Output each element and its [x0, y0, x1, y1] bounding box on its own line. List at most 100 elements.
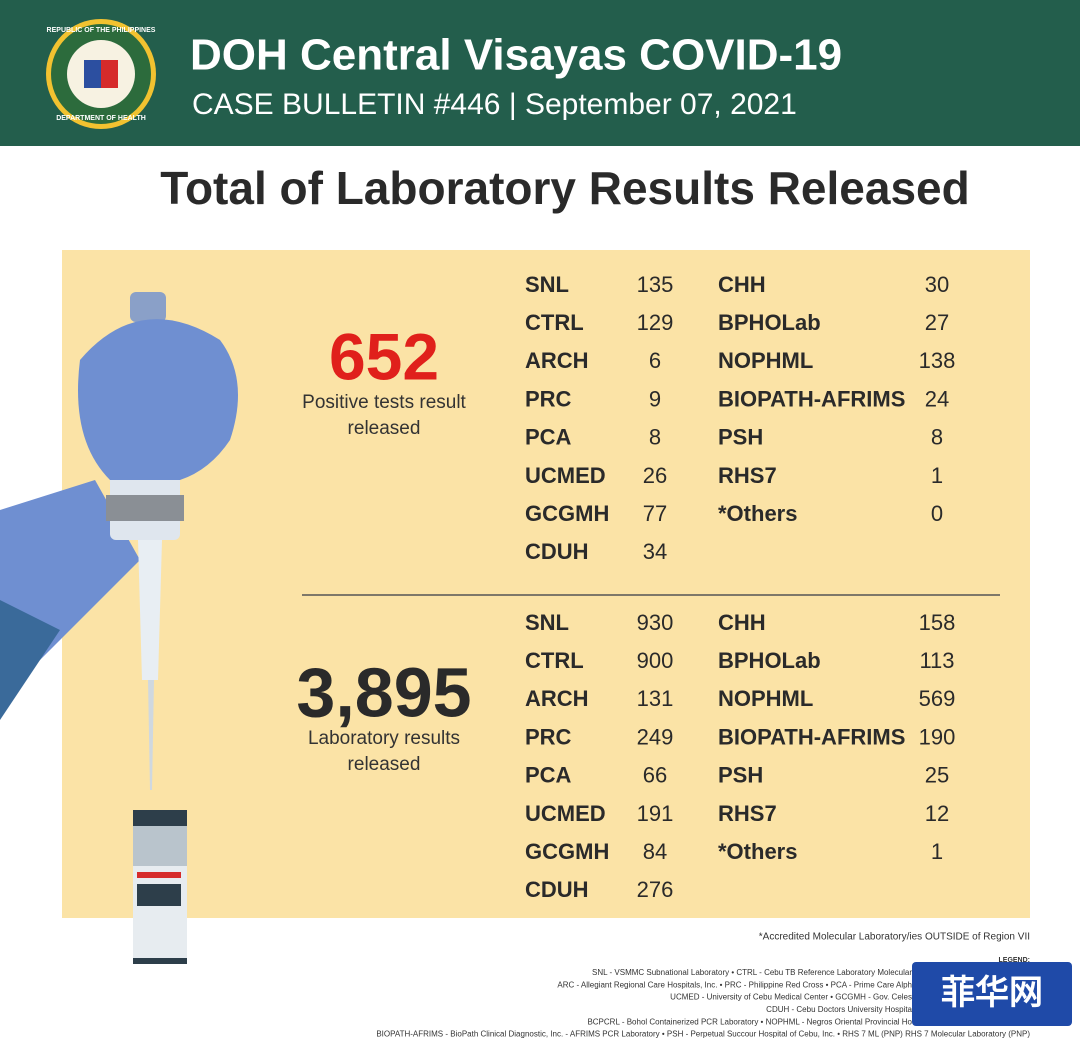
total-caption: Positive tests result — [302, 392, 466, 413]
lab-count: 26 — [643, 463, 667, 488]
lab-name: SNL — [525, 272, 569, 297]
lab-count: 138 — [919, 348, 956, 373]
lab-name: CHH — [718, 272, 766, 297]
pipette-band — [106, 495, 184, 521]
watermark-box — [912, 962, 1072, 1026]
lab-count: 249 — [637, 724, 674, 749]
lab-name: BPHOLab — [718, 648, 821, 673]
lab-count: 25 — [925, 763, 949, 788]
header-subtitle: CASE BULLETIN #446 | September 07, 2021 — [192, 88, 797, 121]
lab-name: GCGMH — [525, 839, 609, 864]
lab-count: 84 — [643, 839, 667, 864]
lab-name: CDUH — [525, 539, 589, 564]
seal-shield-left — [84, 60, 101, 88]
total: 3,895 — [296, 653, 471, 731]
lab-count: 24 — [925, 386, 949, 411]
lab-name: ARCH — [525, 348, 589, 373]
total-caption: released — [348, 754, 421, 775]
header-bar — [0, 0, 1080, 146]
lab-name: RHS7 — [718, 463, 777, 488]
legend-line: SNL - VSMMC Subnational Laboratory • CTR… — [592, 968, 912, 977]
watermark: 菲华网 — [941, 974, 1043, 1012]
vial-neck — [133, 826, 187, 866]
legend-line: CDUH - Cebu Doctors University Hospita — [766, 1005, 912, 1014]
lab-name: UCMED — [525, 801, 606, 826]
vial-cap — [133, 810, 187, 826]
vial-label-lines — [137, 884, 181, 906]
lab-count: 9 — [649, 386, 661, 411]
legend-line: ARC - Allegiant Regional Care Hospitals,… — [557, 980, 912, 989]
pipette-top — [130, 292, 166, 322]
lab-name: CTRL — [525, 310, 584, 335]
lab-name: *Others — [718, 501, 797, 526]
main-title: Total of Laboratory Results Released — [160, 162, 969, 214]
lab-name: RHS7 — [718, 801, 777, 826]
legend: SNL - VSMMC Subnational Laboratory • CTR… — [376, 968, 1030, 1039]
lab-count: 8 — [649, 425, 661, 450]
lab-name: BIOPATH-AFRIMS — [718, 386, 905, 411]
vial-body — [133, 866, 187, 964]
legend-line: BCPCRL - Bohol Containerized PCR Laborat… — [587, 1017, 912, 1026]
footnote: *Accredited Molecular Laboratory/ies OUT… — [759, 932, 1030, 943]
lab-name: GCGMH — [525, 501, 609, 526]
lab-count: 12 — [925, 801, 949, 826]
lab-name: NOPHML — [718, 686, 813, 711]
glove-hand — [78, 319, 238, 480]
lab-name: NOPHML — [718, 348, 813, 373]
lab-name: UCMED — [525, 463, 606, 488]
vial-label-stripe — [137, 872, 181, 878]
lab-count: 129 — [637, 310, 674, 335]
legend-line: BIOPATH-AFRIMS - BioPath Clinical Diagno… — [376, 1030, 1030, 1039]
legend-title: LEGEND: — [999, 957, 1031, 964]
lab-count: 1 — [931, 839, 943, 864]
illustration — [0, 292, 238, 964]
lab-count: 34 — [643, 539, 667, 564]
seal-bottom-text: DEPARTMENT OF HEALTH — [56, 115, 146, 122]
lab-count: 191 — [637, 801, 674, 826]
lab-name: PSH — [718, 425, 763, 450]
lab-count: 27 — [925, 310, 949, 335]
lab-count: 6 — [649, 348, 661, 373]
lab-name: PCA — [525, 763, 572, 788]
lab-name: ARCH — [525, 686, 589, 711]
total-caption: Laboratory results — [308, 728, 460, 749]
total-caption: released — [348, 418, 421, 439]
seal-top-text: REPUBLIC OF THE PHILIPPINES — [47, 27, 156, 34]
total: 652 — [329, 319, 439, 393]
lab-count: 0 — [931, 501, 943, 526]
lab-name: PSH — [718, 763, 763, 788]
pipette-tip — [148, 680, 154, 790]
vial-base — [133, 958, 187, 964]
lab-name: CDUH — [525, 877, 589, 902]
lab-name: SNL — [525, 610, 569, 635]
lab-count: 77 — [643, 501, 667, 526]
lab-name: *Others — [718, 839, 797, 864]
lab-count: 66 — [643, 763, 667, 788]
lab-count: 135 — [637, 272, 674, 297]
lab-count: 930 — [637, 610, 674, 635]
lab-count: 8 — [931, 425, 943, 450]
lab-name: CTRL — [525, 648, 584, 673]
lab-name: PCA — [525, 425, 572, 450]
pipette-shaft — [138, 540, 162, 680]
lab-count: 1 — [931, 463, 943, 488]
lab-name: CHH — [718, 610, 766, 635]
lab-name: BIOPATH-AFRIMS — [718, 724, 905, 749]
sleeve — [0, 600, 60, 720]
lab-name: BPHOLab — [718, 310, 821, 335]
lab-count: 900 — [637, 648, 674, 673]
header-title: DOH Central Visayas COVID-19 — [190, 31, 842, 80]
legend-line: UCMED - University of Cebu Medical Cente… — [670, 993, 912, 1002]
lab-count: 276 — [637, 877, 674, 902]
lab-count: 113 — [919, 648, 954, 673]
lab-count: 190 — [919, 724, 956, 749]
lab-count: 131 — [637, 686, 674, 711]
lab-name: PRC — [525, 386, 572, 411]
lab-name: PRC — [525, 724, 572, 749]
lab-count: 569 — [919, 686, 956, 711]
lab-count: 158 — [919, 610, 956, 635]
lab-count: 30 — [925, 272, 949, 297]
